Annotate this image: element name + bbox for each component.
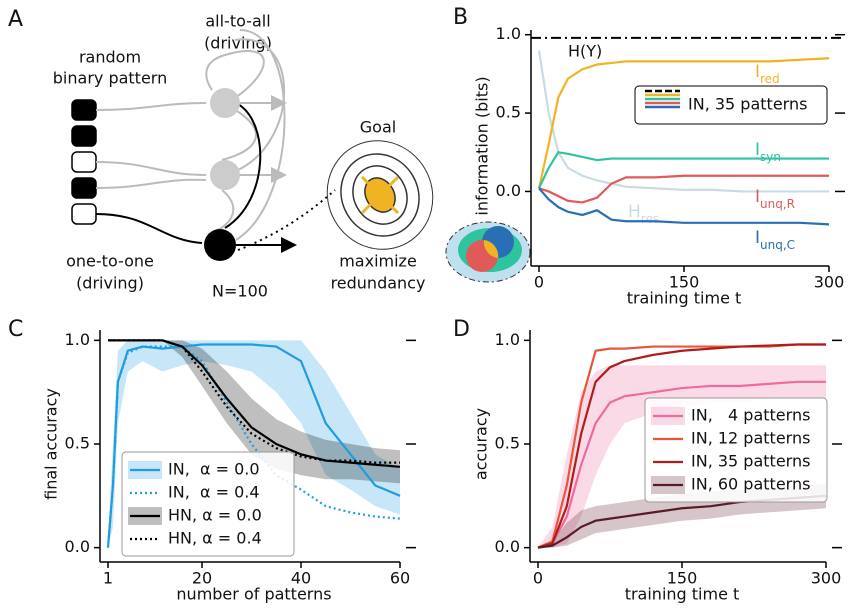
goal-label: Goal (360, 118, 396, 137)
y-tick-label: 0.0 (496, 181, 521, 200)
series-name: I (755, 140, 760, 160)
x-tick-label: 1 (103, 569, 113, 588)
neuron (210, 160, 240, 190)
y-tick-label: 0.0 (65, 537, 90, 556)
series-subscript: red (760, 72, 780, 86)
y-axis-label: final accuracy (42, 388, 61, 500)
series-label: Iunq,R (755, 187, 795, 211)
line (537, 57, 830, 189)
series-name: I (755, 62, 760, 82)
y-axis-label: accuracy (472, 408, 491, 480)
input-label: random (79, 48, 141, 67)
y-tick-label: 1.0 (495, 330, 520, 349)
x-tick-label: 60 (390, 569, 410, 588)
bottom-label: one-to-one (66, 252, 154, 271)
y-axis-label: information (bits) (473, 76, 492, 215)
y-tick-label: 1.0 (496, 24, 521, 43)
series-name: I (755, 228, 760, 248)
legend-label: HN, α = 0.0 (168, 506, 262, 525)
line (108, 339, 401, 468)
x-tick-label: 300 (811, 569, 842, 588)
x-tick-label: 150 (669, 273, 700, 292)
neuron (204, 229, 236, 261)
goal-text: redundancy (331, 274, 426, 293)
goal-text: maximize (339, 252, 417, 271)
series-name: H (628, 202, 641, 222)
legend-box (121, 451, 295, 557)
x-axis-label: training time t (625, 585, 740, 604)
legend-label: HN, α = 0.4 (168, 529, 262, 548)
series-subscript: unq,C (760, 238, 795, 252)
x-tick-label: 0 (533, 569, 543, 588)
x-axis-label: training time t (627, 289, 742, 308)
line (537, 50, 829, 193)
series-label: Isyn (755, 140, 781, 164)
legend-label: IN, 60 patterns (691, 475, 810, 494)
x-tick-label: 150 (667, 569, 698, 588)
legend-label: IN, α = 0.4 (168, 483, 260, 502)
y-tick-label: 0.5 (65, 434, 90, 453)
panel-label: A (8, 7, 23, 32)
series-label: Iunq,C (755, 228, 795, 252)
legend-label: IN, 35 patterns (691, 452, 810, 471)
legend-label: IN, α = 0.0 (168, 460, 260, 479)
line (537, 380, 826, 549)
legend-box (634, 85, 828, 125)
error-band (108, 340, 400, 548)
legend-label: IN, 35 patterns (688, 95, 807, 114)
bottom-label: (driving) (76, 274, 144, 293)
line (537, 343, 826, 549)
y-tick-label: 0.5 (495, 434, 520, 453)
series-subscript: syn (760, 150, 781, 164)
y-tick-label: 1.0 (65, 330, 90, 349)
legend-box (644, 397, 828, 503)
reference-label: H(Y) (568, 41, 602, 60)
input-label: binary pattern (53, 69, 167, 88)
panel-label: D (453, 317, 470, 342)
line (538, 187, 830, 226)
x-tick-label: 20 (192, 569, 212, 588)
line (538, 174, 829, 204)
x-axis-label: number of patterns (176, 585, 331, 604)
diagram: A random binary pattern all-to-all (driv… (8, 7, 434, 301)
x-tick-label: 300 (814, 273, 845, 292)
series-name: I (755, 187, 760, 207)
input-bits (71, 99, 97, 225)
x-tick-label: 0 (534, 273, 544, 292)
line (106, 343, 401, 548)
top-label: (driving) (204, 34, 272, 53)
line (538, 151, 829, 189)
x-tick-label: 40 (291, 569, 311, 588)
y-tick-label: 0.0 (495, 537, 520, 556)
series-subscript: unq,R (760, 197, 795, 211)
series-label: Ired (755, 62, 780, 86)
panel-label: B (453, 5, 468, 30)
error-band (538, 365, 826, 548)
legend-label: IN, 4 patterns (691, 406, 810, 425)
y-tick-label: 0.5 (496, 103, 521, 122)
size-label: N=100 (212, 282, 268, 301)
panel-label: C (8, 317, 23, 342)
neuron (210, 88, 240, 118)
goal-landscape (326, 140, 434, 250)
top-label: all-to-all (205, 12, 270, 31)
legend-label: IN, 12 patterns (691, 429, 810, 448)
error-band (108, 340, 400, 484)
venn-icon (445, 221, 531, 283)
series-subscript: res (641, 212, 659, 226)
connections (95, 29, 336, 253)
